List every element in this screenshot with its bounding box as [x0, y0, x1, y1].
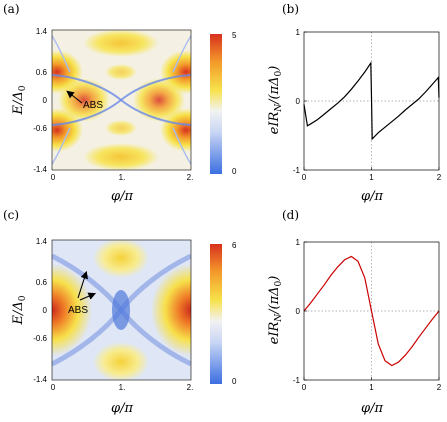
xticks-a: 0 1. 2.: [51, 173, 194, 182]
plot-b-ytick-2: -1: [293, 166, 301, 175]
ytick-c-2: 0: [43, 306, 48, 315]
plot-b: 10-10 1 2: [293, 28, 442, 182]
cbar-a-max: 5: [232, 31, 237, 40]
cbar-c-min: 0: [232, 377, 237, 386]
plot-b-series-line: [303, 61, 440, 141]
ylabel-c: E/Δ0: [11, 295, 28, 325]
cbar-a-min: 0: [232, 167, 237, 176]
abs-label-a: ABS: [83, 100, 103, 111]
panel-a-label: (a): [3, 2, 20, 16]
xticks-c: 0 1. 2.: [51, 383, 194, 392]
ylabel-d: eIRN/(πΔ0): [267, 276, 284, 345]
colorbar-c: 6 0: [210, 241, 237, 386]
ytick-c-1: 0.6: [36, 278, 48, 287]
panel-c-label: (c): [3, 208, 19, 222]
xtick-a-1: 1.: [119, 173, 126, 182]
plot-d-xtick-0: 0: [302, 383, 307, 392]
ytick-c-4: -1.4: [33, 375, 47, 384]
plot-d: 10-10 1 2: [293, 238, 442, 392]
ytick-a-4: -1.4: [33, 165, 47, 174]
panel-d-label: (d): [282, 208, 299, 222]
xtick-a-2: 2.: [187, 173, 194, 182]
xlabel-a: φ/π: [111, 189, 133, 204]
abs-arrow-c2: [79, 292, 97, 301]
plot-b-xtick-1: 1: [369, 173, 374, 182]
xlabel-c: φ/π: [111, 401, 133, 416]
plot-d-xtick-2: 2: [437, 383, 442, 392]
heatmap-a: [52, 30, 191, 170]
plot-d-series-line: [303, 255, 440, 367]
plot-b-xtick-2: 2: [437, 173, 442, 182]
plot-d-xtick-1: 1: [369, 383, 374, 392]
abs-label-c: ABS: [68, 305, 88, 316]
ytick-a-2: 0: [43, 96, 48, 105]
plot-d-ytick-1: 0: [296, 307, 301, 316]
plot-b-xtick-0: 0: [302, 173, 307, 182]
abs-arrow-c1: [77, 270, 88, 299]
colorbar-a: 5 0: [210, 31, 237, 176]
ylabel-a: E/Δ0: [11, 85, 28, 115]
ytick-c-0: 1.4: [36, 237, 48, 246]
ytick-c-3: -0.6: [33, 334, 47, 343]
ytick-a-0: 1.4: [36, 27, 48, 36]
xtick-c-0: 0: [51, 383, 56, 392]
plot-d-ytick-2: -1: [293, 376, 301, 385]
ytick-a-1: 0.6: [36, 68, 48, 77]
xlabel-d: φ/π: [361, 401, 383, 416]
xtick-c-1: 1.: [119, 383, 126, 392]
plot-b-ytick-1: 0: [296, 97, 301, 106]
plot-b-ytick-0: 1: [296, 28, 301, 37]
yticks-c: 1.4 0.6 0 -0.6 -1.4: [33, 237, 47, 384]
panel-b-label: (b): [282, 2, 299, 16]
abs-arrow-a: [66, 90, 83, 104]
xtick-c-2: 2.: [187, 383, 194, 392]
cbar-c-max: 6: [232, 241, 237, 250]
xlabel-b: φ/π: [361, 189, 383, 204]
plot-d-ytick-0: 1: [296, 238, 301, 247]
ytick-a-3: -0.6: [33, 124, 47, 133]
ylabel-b: eIRN/(πΔ0): [267, 66, 284, 135]
yticks-a: 1.4 0.6 0 -0.6 -1.4: [33, 27, 47, 174]
xtick-a-0: 0: [51, 173, 56, 182]
